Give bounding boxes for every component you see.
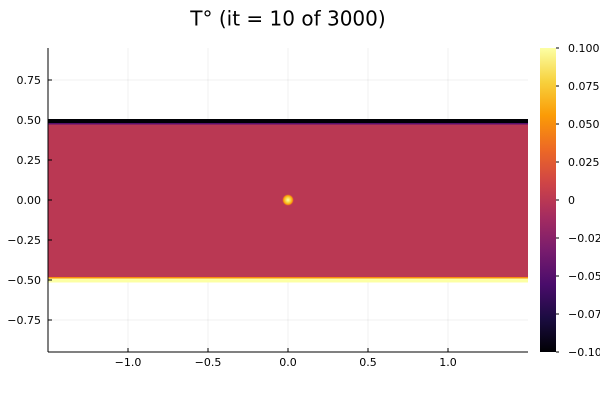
x-tick-label: −0.5 [195,356,222,369]
colorbar-tick-label: −0.100 [568,346,600,359]
y-tick-label: 0.00 [17,194,42,207]
top-boundary [48,119,528,123]
x-tick-label: 1.0 [439,356,457,369]
colorbar [540,48,556,352]
colorbar-tick-label: 0 [568,194,575,207]
y-tick-label: −0.25 [7,234,41,247]
bottom-boundary-gradient [48,277,528,279]
y-tick-label: −0.75 [7,314,41,327]
colorbar-tick-label: 0.025 [568,156,600,169]
colorbar-tick-label: 0.075 [568,80,600,93]
x-axis-ticks: −1.0 −0.5 0.0 0.5 1.0 [115,348,457,369]
x-tick-label: 0.5 [359,356,377,369]
y-tick-label: 0.25 [17,154,42,167]
colorbar-tick-label: 0.100 [568,42,600,55]
colorbar-tick-label: 0.050 [568,118,600,131]
x-tick-label: 0.0 [279,356,297,369]
y-axis-ticks: 0.75 0.50 0.25 0.00 −0.25 −0.50 −0.75 [7,74,52,327]
heatmap-field [48,119,528,283]
colorbar-tick-label: −0.075 [568,308,600,321]
y-tick-label: 0.50 [17,114,42,127]
bottom-boundary [48,278,528,283]
chart-title: T° (it = 10 of 3000) [189,7,385,31]
x-tick-label: −1.0 [115,356,142,369]
y-tick-label: −0.50 [7,274,41,287]
y-tick-label: 0.75 [17,74,42,87]
colorbar-tick-label: −0.025 [568,232,600,245]
top-boundary-gradient [48,123,528,125]
colorbar-tick-label: −0.050 [568,270,600,283]
hot-spot [282,194,294,206]
